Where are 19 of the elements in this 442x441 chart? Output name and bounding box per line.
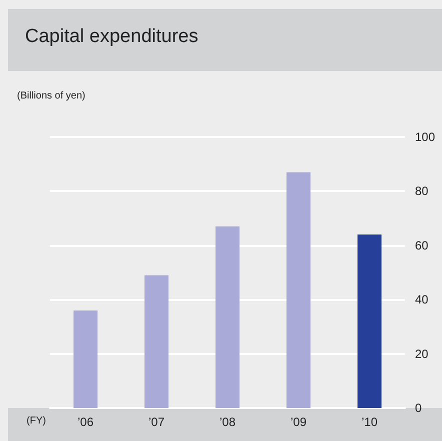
y-axis-title: (Billions of yen): [17, 90, 86, 102]
x-tick-label: ’07: [148, 415, 165, 429]
y-tick-label: 100: [415, 130, 436, 144]
bar: [144, 275, 168, 408]
x-axis-title: (FY): [26, 416, 46, 426]
x-tick-label: ’08: [219, 415, 236, 429]
y-tick-label: 20: [415, 346, 429, 361]
bar: [216, 226, 240, 408]
x-tick-label: ’06: [77, 415, 94, 429]
y-tick-label: 0: [415, 401, 422, 415]
y-tick-label: 80: [415, 184, 429, 198]
chart-title: Capital expenditures: [25, 26, 198, 47]
y-tick-label: 60: [415, 238, 429, 252]
bar: [74, 310, 98, 408]
x-tick-label: ’10: [361, 415, 378, 429]
y-tick-label: 40: [415, 292, 429, 307]
bar: [358, 234, 382, 408]
bar: [286, 172, 310, 408]
x-tick-label: ’09: [290, 415, 307, 429]
